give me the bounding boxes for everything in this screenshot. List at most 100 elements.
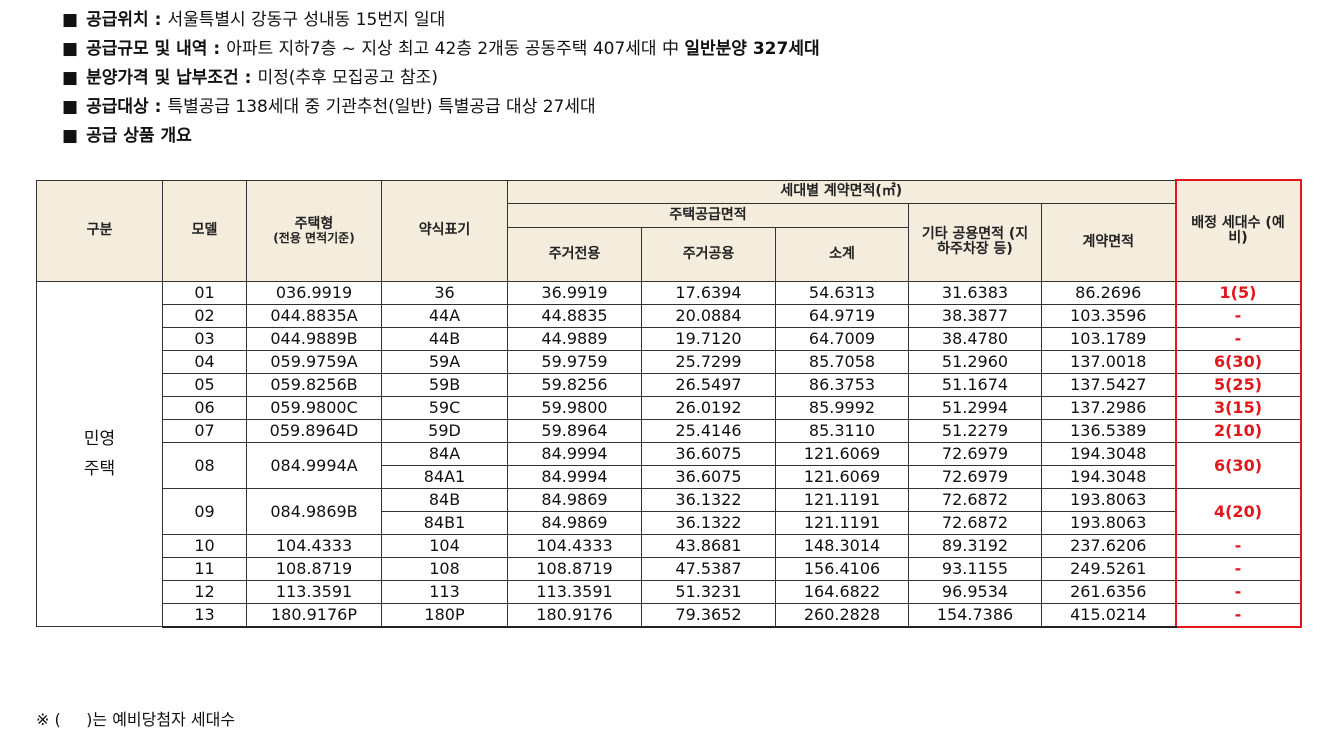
- bullet-label: 공급위치: [86, 10, 149, 30]
- header-housing-type-label: 주택형: [294, 215, 334, 232]
- abbr-cell: 59A: [381, 349, 508, 374]
- type-cell: 104.4333: [246, 533, 382, 558]
- exclusive-cell: 44.8835: [507, 303, 642, 328]
- table-row: 02 044.8835A 44A 44.8835 20.0884 64.9719…: [37, 303, 1302, 328]
- bullet-label: 분양가격 및 납부조건: [86, 68, 239, 88]
- model-cell: 12: [162, 579, 247, 604]
- subtotal-cell: 260.2828: [775, 602, 909, 628]
- common-cell: 47.5387: [641, 556, 776, 581]
- model-cell: 11: [162, 556, 247, 581]
- header-supply-area-group: 주택공급면적: [507, 202, 909, 228]
- type-cell: 108.8719: [246, 556, 382, 581]
- contract-cell: 137.5427: [1041, 372, 1176, 397]
- model-cell: 03: [162, 326, 247, 351]
- exclusive-cell: 84.9869: [507, 510, 642, 535]
- supply-table: 구분 모델 주택형 (전용 면적기준) 약식표기 세대별 계약면적(㎡) 배정 …: [36, 179, 1302, 628]
- table-row: 04 059.9759A 59A 59.9759 25.7299 85.7058…: [37, 349, 1302, 374]
- type-cell: 036.9919: [246, 280, 382, 305]
- model-cell: 09: [162, 487, 247, 535]
- model-cell: 01: [162, 280, 247, 305]
- bullet-price: ■ 분양가격 및 납부조건: 미정(추후 모집공고 참조): [62, 68, 438, 88]
- bullet-square-icon: ■: [62, 126, 79, 146]
- exclusive-cell: 36.9919: [507, 280, 642, 305]
- header-common: 주거공용: [641, 226, 776, 282]
- header-contract-area-group: 세대별 계약면적(㎡): [507, 179, 1176, 204]
- info-bullets: ■ 공급위치: 서울특별시 강동구 성내동 15번지 일대 ■ 공급규모 및 내역: 아…: [62, 6, 820, 151]
- abbr-cell: 59B: [381, 372, 508, 397]
- allot-cell: -: [1174, 303, 1302, 328]
- exclusive-cell: 59.9759: [507, 349, 642, 374]
- other-cell: 51.2279: [908, 418, 1042, 443]
- bullet-target: ■ 공급대상: 특별공급 138세대 중 기관추천(일반) 특별공급 대상 27세대: [62, 97, 596, 117]
- type-cell: 059.9759A: [246, 349, 382, 374]
- other-cell: 51.2994: [908, 395, 1042, 420]
- other-cell: 154.7386: [908, 602, 1042, 628]
- table-row: 09 084.9869B 84B 84.9869 36.1322 121.119…: [37, 487, 1302, 535]
- other-cell: 51.1674: [908, 372, 1042, 397]
- bullet-text: 특별공급 138세대 중 기관추천(일반) 특별공급 대상 27세대: [167, 97, 596, 117]
- exclusive-cell: 113.3591: [507, 579, 642, 604]
- contract-cell: 194.3048: [1041, 441, 1176, 466]
- other-cell: 38.3877: [908, 303, 1042, 328]
- other-cell: 96.9534: [908, 579, 1042, 604]
- contract-cell: 415.0214: [1041, 602, 1176, 628]
- subtotal-cell: 64.7009: [775, 326, 909, 351]
- bullet-square-icon: ■: [62, 39, 79, 59]
- bullet-text: 미정(추후 모집공고 참조): [257, 68, 438, 88]
- common-cell: 51.3231: [641, 579, 776, 604]
- abbr-cell: 84B1: [381, 510, 508, 535]
- table-row: 84B1 84.9869 36.1322 121.1191 72.6872 19…: [37, 510, 1301, 535]
- type-cell: 084.9869B: [246, 487, 382, 535]
- bullet-square-icon: ■: [62, 97, 79, 117]
- contract-cell: 103.3596: [1041, 303, 1176, 328]
- type-cell: 084.9994A: [246, 441, 382, 489]
- footnote: ※ ( )는 예비당첨자 세대수: [36, 710, 236, 729]
- table-row: 12 113.3591 113 113.3591 51.3231 164.682…: [37, 579, 1302, 604]
- allot-cell: -: [1174, 602, 1302, 628]
- header-subtotal: 소계: [775, 226, 909, 282]
- subtotal-cell: 121.1191: [775, 510, 909, 535]
- common-cell: 36.6075: [641, 441, 776, 466]
- bullet-overview: ■ 공급 상품 개요: [62, 122, 820, 151]
- common-cell: 43.8681: [641, 533, 776, 558]
- exclusive-cell: 84.9869: [507, 487, 642, 512]
- subtotal-cell: 86.3753: [775, 372, 909, 397]
- allot-cell: -: [1174, 326, 1302, 351]
- allot-cell: 6(30): [1174, 441, 1302, 489]
- common-cell: 17.6394: [641, 280, 776, 305]
- table-row: 11 108.8719 108 108.8719 47.5387 156.410…: [37, 556, 1302, 581]
- subtotal-cell: 121.1191: [775, 487, 909, 512]
- contract-cell: 86.2696: [1041, 280, 1176, 305]
- contract-cell: 193.8063: [1041, 487, 1176, 512]
- exclusive-cell: 59.8964: [507, 418, 642, 443]
- bullet-label: 공급규모 및 내역: [86, 39, 208, 59]
- abbr-cell: 104: [381, 533, 508, 558]
- model-cell: 08: [162, 441, 247, 489]
- table-row: 84A1 84.9994 36.6075 121.6069 72.6979 19…: [37, 464, 1301, 489]
- header-housing-type: 주택형 (전용 면적기준): [246, 179, 382, 282]
- exclusive-cell: 104.4333: [507, 533, 642, 558]
- type-cell: 044.9889B: [246, 326, 382, 351]
- common-cell: 20.0884: [641, 303, 776, 328]
- header-abbr: 약식표기: [381, 179, 508, 282]
- allot-cell: -: [1174, 533, 1302, 558]
- bullet-square-icon: ■: [62, 68, 79, 88]
- other-cell: 72.6979: [908, 441, 1042, 466]
- subtotal-cell: 121.6069: [775, 441, 909, 466]
- subtotal-cell: 164.6822: [775, 579, 909, 604]
- exclusive-cell: 84.9994: [507, 441, 642, 466]
- model-cell: 05: [162, 372, 247, 397]
- common-cell: 19.7120: [641, 326, 776, 351]
- table-row: 13 180.9176P 180P 180.9176 79.3652 260.2…: [37, 602, 1302, 628]
- subtotal-cell: 148.3014: [775, 533, 909, 558]
- category-cell: 민영 주택: [36, 280, 163, 627]
- other-cell: 38.4780: [908, 326, 1042, 351]
- abbr-cell: 180P: [381, 602, 508, 628]
- model-cell: 06: [162, 395, 247, 420]
- bullet-text: 서울특별시 강동구 성내동 15번지 일대: [167, 10, 446, 30]
- abbr-cell: 44B: [381, 326, 508, 351]
- exclusive-cell: 59.8256: [507, 372, 642, 397]
- allot-cell: -: [1174, 556, 1302, 581]
- bullet-square-icon: ■: [62, 10, 79, 30]
- model-cell: 07: [162, 418, 247, 443]
